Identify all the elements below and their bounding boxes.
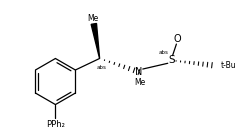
- Text: t-Bu: t-Bu: [221, 61, 236, 70]
- Text: Me: Me: [134, 78, 146, 87]
- Text: abs: abs: [159, 50, 169, 55]
- Text: S: S: [168, 55, 175, 65]
- Text: abs: abs: [97, 65, 106, 70]
- Text: N: N: [135, 67, 143, 77]
- Text: PPh₂: PPh₂: [46, 120, 65, 129]
- Text: Me: Me: [87, 14, 99, 23]
- Text: O: O: [174, 34, 181, 44]
- Polygon shape: [91, 24, 99, 59]
